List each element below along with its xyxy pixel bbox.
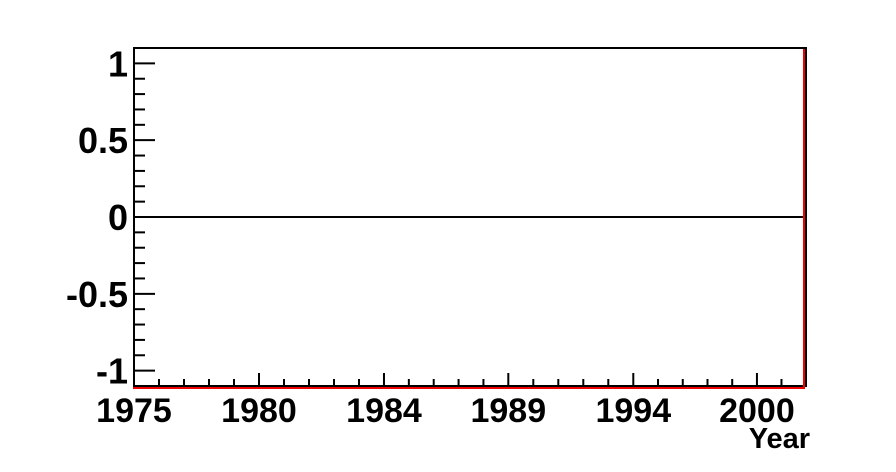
y-axis-tick-label: -1 [96,351,128,392]
y-axis-tick-label: 1 [108,43,128,84]
y-axis-tick-label: 0.5 [78,120,128,161]
y-axis-tick-label: -0.5 [66,274,128,315]
y-axis-tick-label: 0 [108,197,128,238]
x-axis-tick-label: 1994 [595,392,671,430]
x-axis-tick-label: 2000 [719,392,795,430]
x-axis-tick-label: 1989 [470,392,546,430]
x-axis-tick-label: 1980 [221,392,297,430]
x-axis-tick-label: 1984 [346,392,422,430]
x-axis-tick-label: 1975 [96,392,172,430]
x-axis-title: Year [749,423,810,455]
